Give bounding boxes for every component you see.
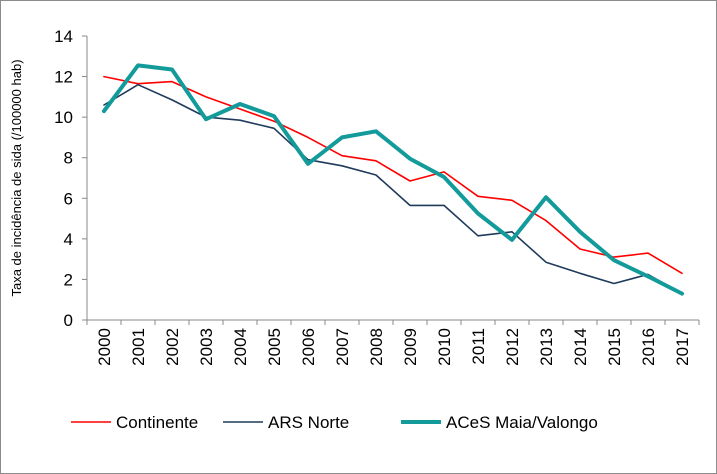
x-tick-label: 2010 [435,328,454,366]
y-tick-label: 4 [64,230,73,249]
x-tick-label: 2004 [231,328,250,366]
series-lines [102,63,684,296]
x-tick-label: 2013 [537,328,556,366]
y-tick-label: 8 [64,149,73,168]
x-tick-label: 2001 [129,328,148,366]
axes [86,36,699,321]
legend-label-1: Continente [116,413,198,432]
y-tick-label: 6 [64,189,73,208]
x-tick-label: 2016 [639,328,658,366]
y-tick-label: 12 [54,68,73,87]
x-tick-label: 2017 [673,328,692,366]
x-tick-label: 2009 [401,328,420,366]
series-line-1 [103,75,683,275]
x-tick-label: 2012 [503,328,522,366]
x-tick-label: 2015 [605,328,624,366]
legend: Continente ARS Norte ACeS Maia/Valongo [71,413,598,432]
y-tick-label: 0 [64,311,73,330]
x-tick-label: 2003 [197,328,216,366]
series-line-2 [103,83,683,295]
x-tick-label: 2007 [333,328,352,366]
y-axis-ticks: 0 2 4 6 8 10 12 14 [54,27,87,330]
y-axis-title: Taxa de incidência de sida (/100000 hab) [9,59,24,296]
legend-label-3: ACeS Maia/Valongo [446,413,598,432]
series-line-3 [102,63,684,296]
y-tick-label: 10 [54,108,73,127]
x-tick-label: 2014 [571,328,590,366]
x-tick-label: 2011 [469,328,488,365]
x-tick-label: 2008 [367,328,386,366]
x-tick-label: 2005 [265,328,284,366]
x-tick-label: 2002 [163,328,182,366]
x-axis-ticks: 2000 2001 2002 2003 2004 2005 2006 2007 2008 2009… [86,320,700,366]
y-tick-label: 2 [64,270,73,289]
x-tick-label: 2000 [95,328,114,366]
y-tick-label: 14 [54,27,73,46]
legend-label-2: ARS Norte [268,413,349,432]
x-tick-label: 2006 [299,328,318,366]
